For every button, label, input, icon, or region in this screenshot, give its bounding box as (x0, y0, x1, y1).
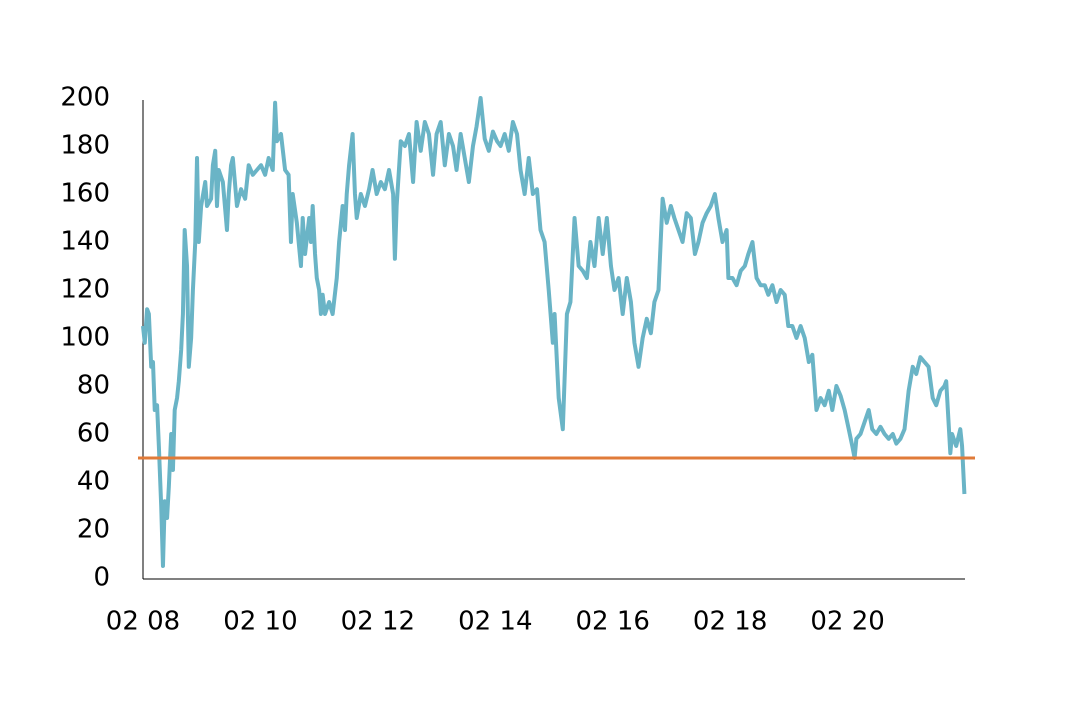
y-tick-label: 40 (77, 467, 110, 497)
y-tick-label: 160 (60, 179, 110, 209)
y-tick-label: 140 (60, 227, 110, 257)
x-tick-label: 02 10 (223, 607, 297, 637)
y-tick-label: 200 (60, 83, 110, 113)
y-tick-label: 180 (60, 131, 110, 161)
data-line (141, 96, 967, 568)
y-tick-label: 0 (93, 563, 110, 593)
y-tick-label: 80 (77, 371, 110, 401)
x-tick-label: 02 12 (341, 607, 415, 637)
y-tick-label: 60 (77, 419, 110, 449)
x-tick-label: 02 08 (106, 607, 180, 637)
y-tick-label: 20 (77, 515, 110, 545)
x-tick-label: 02 18 (693, 607, 767, 637)
x-tick-label: 02 20 (810, 607, 884, 637)
y-tick-label: 100 (60, 323, 110, 353)
y-tick-label: 120 (60, 275, 110, 305)
x-tick-label: 02 16 (575, 607, 649, 637)
x-tick-label: 02 14 (458, 607, 532, 637)
